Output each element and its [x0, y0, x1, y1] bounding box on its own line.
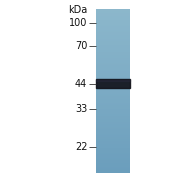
Text: 33: 33 — [75, 104, 87, 114]
Text: 100: 100 — [69, 17, 87, 28]
Text: 44: 44 — [75, 79, 87, 89]
Text: 22: 22 — [75, 142, 87, 152]
Text: kDa: kDa — [68, 5, 87, 15]
Bar — [96, 79, 130, 88]
Bar — [96, 80, 130, 81]
Text: 70: 70 — [75, 41, 87, 51]
